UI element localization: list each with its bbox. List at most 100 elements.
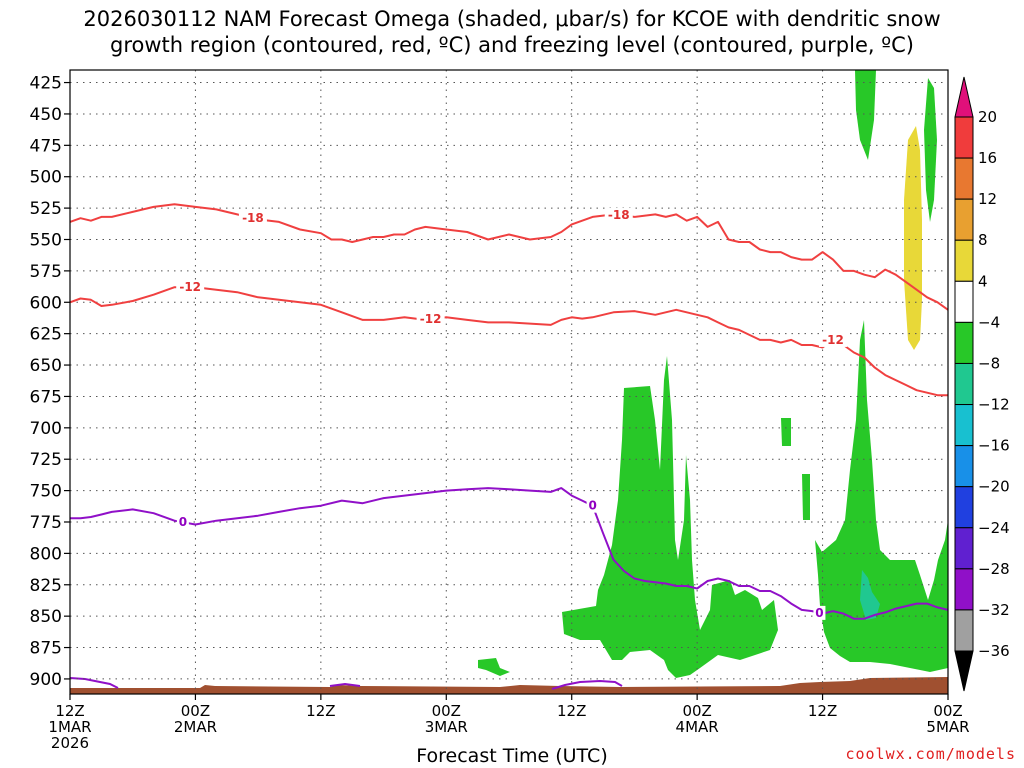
y-tick-label: 575 — [30, 262, 62, 282]
omega-region-yellow — [904, 126, 922, 350]
freezing-level-surface-segment-small — [329, 682, 361, 687]
colorbar-segment — [954, 527, 974, 570]
colorbar-label: 20 — [978, 108, 997, 126]
x-tick-label: 00Z — [682, 702, 711, 720]
colorbar-segment — [954, 362, 974, 406]
grid — [70, 70, 948, 694]
y-tick-label: 650 — [30, 356, 62, 376]
colorbar: 20 16 12 8 4 −4 −8 −12 −16 −20 −24 −28 −32 −36 — [954, 76, 1010, 692]
colorbar-bottom-cap — [954, 650, 974, 692]
y-tick-label: 675 — [30, 387, 62, 407]
y-tick-label: 550 — [30, 230, 62, 250]
colorbar-segment — [954, 486, 974, 529]
contour-labels: -18 -18 -12 -12 -12 0 0 0 — [176, 208, 848, 620]
plot-frame — [69, 69, 949, 695]
omega-shading — [478, 70, 948, 678]
x-tick-label: 5MAR — [926, 718, 969, 736]
y-tick-label: 775 — [30, 513, 62, 533]
y-tick-label: 625 — [30, 325, 62, 345]
omega-region-green-upper — [855, 70, 876, 160]
x-tick-label: 12Z — [55, 702, 84, 720]
y-tick-label: 600 — [30, 293, 62, 313]
site-credit[interactable]: coolwx.com/models — [845, 745, 1016, 763]
y-tick-label: 725 — [30, 450, 62, 470]
contour-line-1 — [69, 286, 948, 397]
y-axis: 425 450 475 500 525 550 575 600 625 650 675 700 725 7… — [30, 74, 70, 690]
contour-label: -18 — [608, 208, 630, 222]
x-tick-label: 00Z — [181, 702, 210, 720]
x-tick-label: 2026 — [51, 734, 89, 752]
colorbar-label: −20 — [978, 478, 1010, 496]
y-tick-label: 525 — [30, 199, 62, 219]
plot-area — [69, 70, 948, 694]
contour-label-bg — [176, 515, 189, 530]
y-tick-label: 700 — [30, 419, 62, 439]
y-tick-label: 475 — [30, 136, 62, 156]
y-tick-label: 425 — [30, 74, 62, 94]
colorbar-segment — [954, 404, 974, 447]
contour-label: 0 — [588, 499, 596, 513]
contour-label-bg — [586, 498, 599, 513]
colorbar-label: −12 — [978, 396, 1010, 414]
contour-label-bg — [813, 605, 826, 620]
x-tick-label: 3MAR — [425, 718, 468, 736]
x-axis-title: Forecast Time (UTC) — [416, 745, 608, 767]
contour-label-bg — [604, 208, 633, 223]
freezing-level-surface-segment-west — [69, 677, 119, 689]
x-tick-label: 4MAR — [676, 718, 719, 736]
x-tick-label: 00Z — [933, 702, 962, 720]
omega-region-green-east — [815, 320, 948, 672]
y-tick-label: 750 — [30, 482, 62, 502]
terrain-strip — [70, 677, 948, 694]
y-tick-label: 900 — [30, 670, 62, 690]
colorbar-segment — [954, 239, 974, 282]
colorbar-label: −16 — [978, 437, 1010, 455]
contour-label: -18 — [242, 211, 264, 225]
contour-label-bg — [416, 312, 445, 327]
colorbar-segment — [954, 116, 974, 159]
y-tick-label: 450 — [30, 105, 62, 125]
colorbar-label: −24 — [978, 519, 1010, 537]
contour-label: 0 — [179, 515, 187, 529]
colorbar-segment — [954, 198, 974, 241]
chart-title-line1: 2026030112 NAM Forecast Omega (shaded, μ… — [83, 7, 941, 31]
colorbar-top-cap — [954, 76, 974, 118]
colorbar-label: −32 — [978, 601, 1010, 619]
y-tick-label: 500 — [30, 168, 62, 188]
colorbar-label: −36 — [978, 642, 1010, 660]
x-tick-label: 00Z — [432, 702, 461, 720]
contour-label: -12 — [822, 333, 844, 347]
colorbar-label: 16 — [978, 149, 997, 167]
y-tick-label: 800 — [30, 544, 62, 564]
x-tick-label: 12Z — [808, 702, 837, 720]
y-tick-label: 850 — [30, 607, 62, 627]
contour-line-2 — [70, 487, 949, 620]
chart-title-line2: growth region (contoured, red, ºC) and f… — [110, 33, 914, 57]
x-tick-label: 2MAR — [174, 718, 217, 736]
contour-label-bg — [238, 211, 267, 226]
colorbar-segment — [954, 609, 974, 652]
y-tick-label: 875 — [30, 639, 62, 659]
omega-region-green-small3 — [478, 658, 510, 676]
omega-region-teal — [860, 570, 880, 620]
colorbar-segment — [954, 157, 974, 200]
contour-label-bg — [819, 332, 848, 347]
contour-label-bg — [176, 280, 205, 295]
freezing-level-surface-segment-center — [551, 679, 623, 690]
x-tick-label: 12Z — [306, 702, 335, 720]
omega-region-green-small1 — [781, 418, 791, 446]
colorbar-label: −8 — [978, 354, 1000, 372]
colorbar-segment — [954, 280, 974, 323]
colorbar-label: −4 — [978, 313, 1000, 331]
colorbar-segment — [954, 321, 974, 364]
contour-label: -12 — [179, 280, 201, 294]
x-tick-label: 1MAR — [48, 718, 91, 736]
contour-label: -12 — [420, 312, 442, 326]
omega-region-green — [562, 356, 778, 678]
contour-label: 0 — [815, 606, 823, 620]
colorbar-label: 4 — [978, 272, 988, 290]
colorbar-label: 8 — [978, 231, 988, 249]
omega-region-green-small2 — [802, 474, 810, 520]
